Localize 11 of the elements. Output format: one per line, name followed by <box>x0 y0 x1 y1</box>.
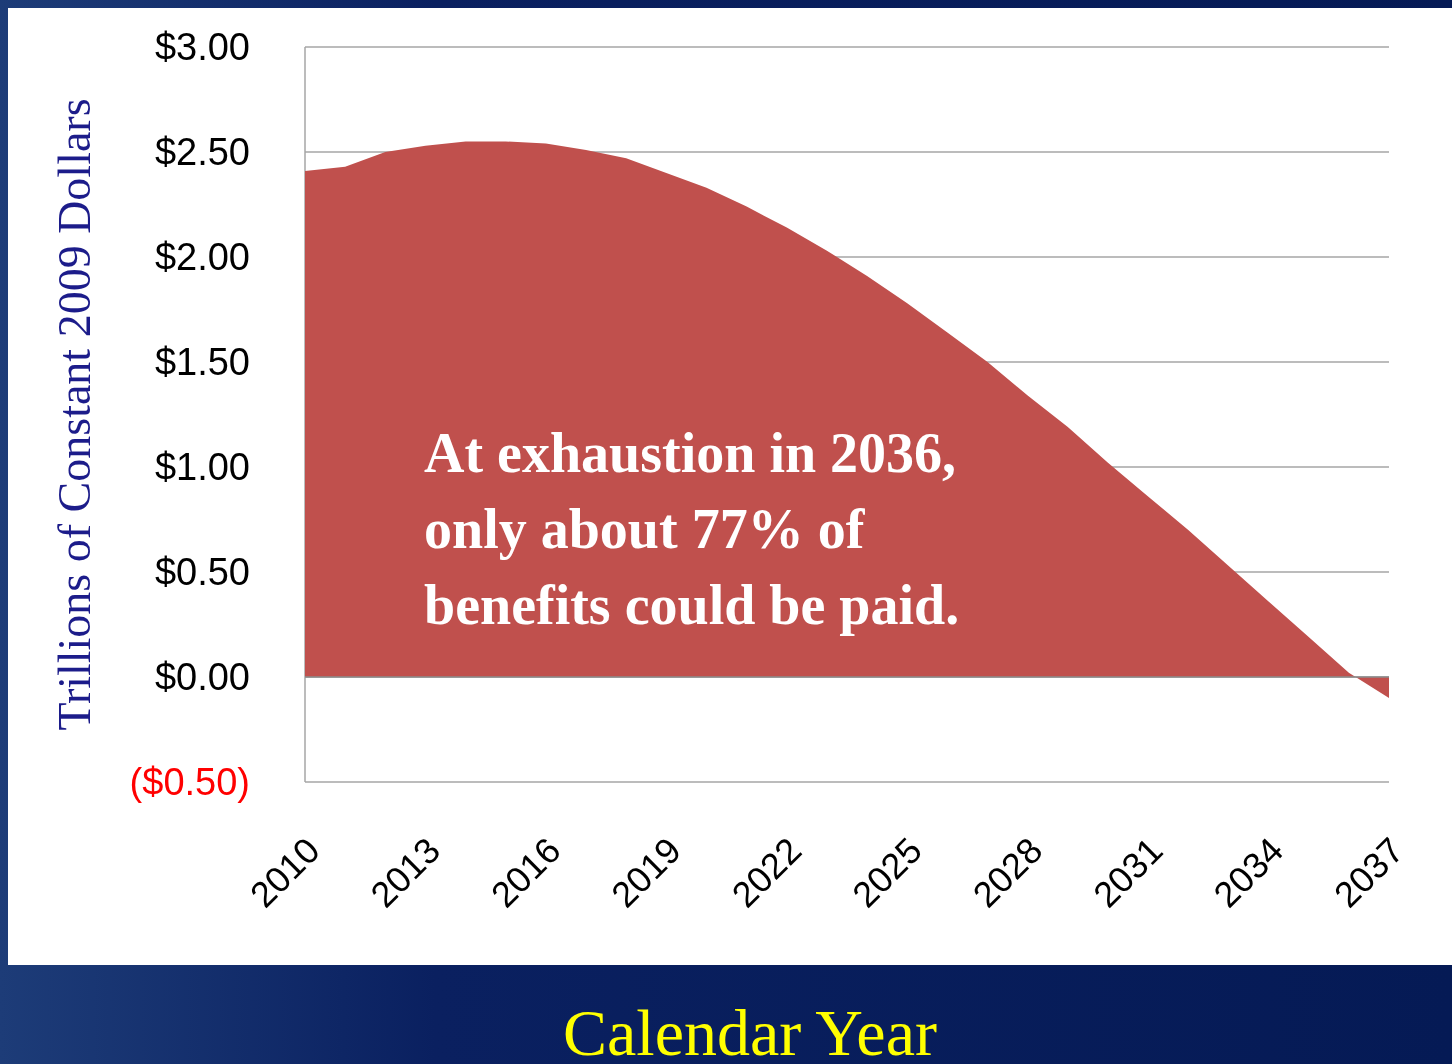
y-tick-label: $3.00 <box>154 26 250 69</box>
y-tick-label: ($0.50) <box>129 761 250 804</box>
y-tick-label: $0.00 <box>154 656 250 699</box>
annotation: At exhaustion in 2036, only about 77% of benefits could be paid. <box>424 422 960 636</box>
y-tick-label: $2.50 <box>154 131 250 174</box>
x-axis-title: Calendar Year <box>563 996 937 1064</box>
y-axis-title: Trillions of Constant 2009 Dollars <box>49 98 100 731</box>
y-tick-label: $0.50 <box>154 551 250 594</box>
y-tick-label: $1.50 <box>154 341 250 384</box>
y-tick-label: $2.00 <box>154 236 250 279</box>
y-tick-label: $1.00 <box>154 446 250 489</box>
